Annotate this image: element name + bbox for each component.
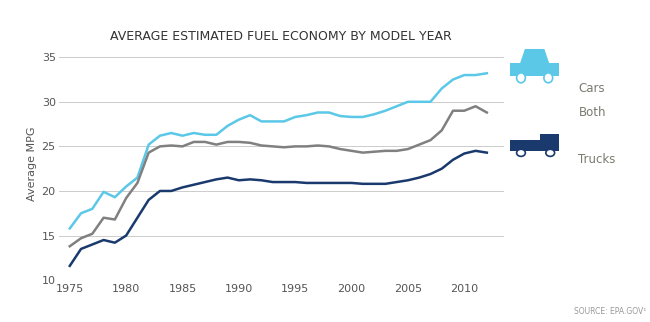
- Text: Trucks: Trucks: [578, 153, 616, 166]
- Text: Both: Both: [578, 106, 606, 119]
- Text: SOURCE: EPA.GOV¹: SOURCE: EPA.GOV¹: [575, 307, 647, 316]
- Title: AVERAGE ESTIMATED FUEL ECONOMY BY MODEL YEAR: AVERAGE ESTIMATED FUEL ECONOMY BY MODEL …: [111, 30, 452, 43]
- Text: Cars: Cars: [578, 82, 605, 95]
- Y-axis label: Average MPG: Average MPG: [27, 127, 38, 202]
